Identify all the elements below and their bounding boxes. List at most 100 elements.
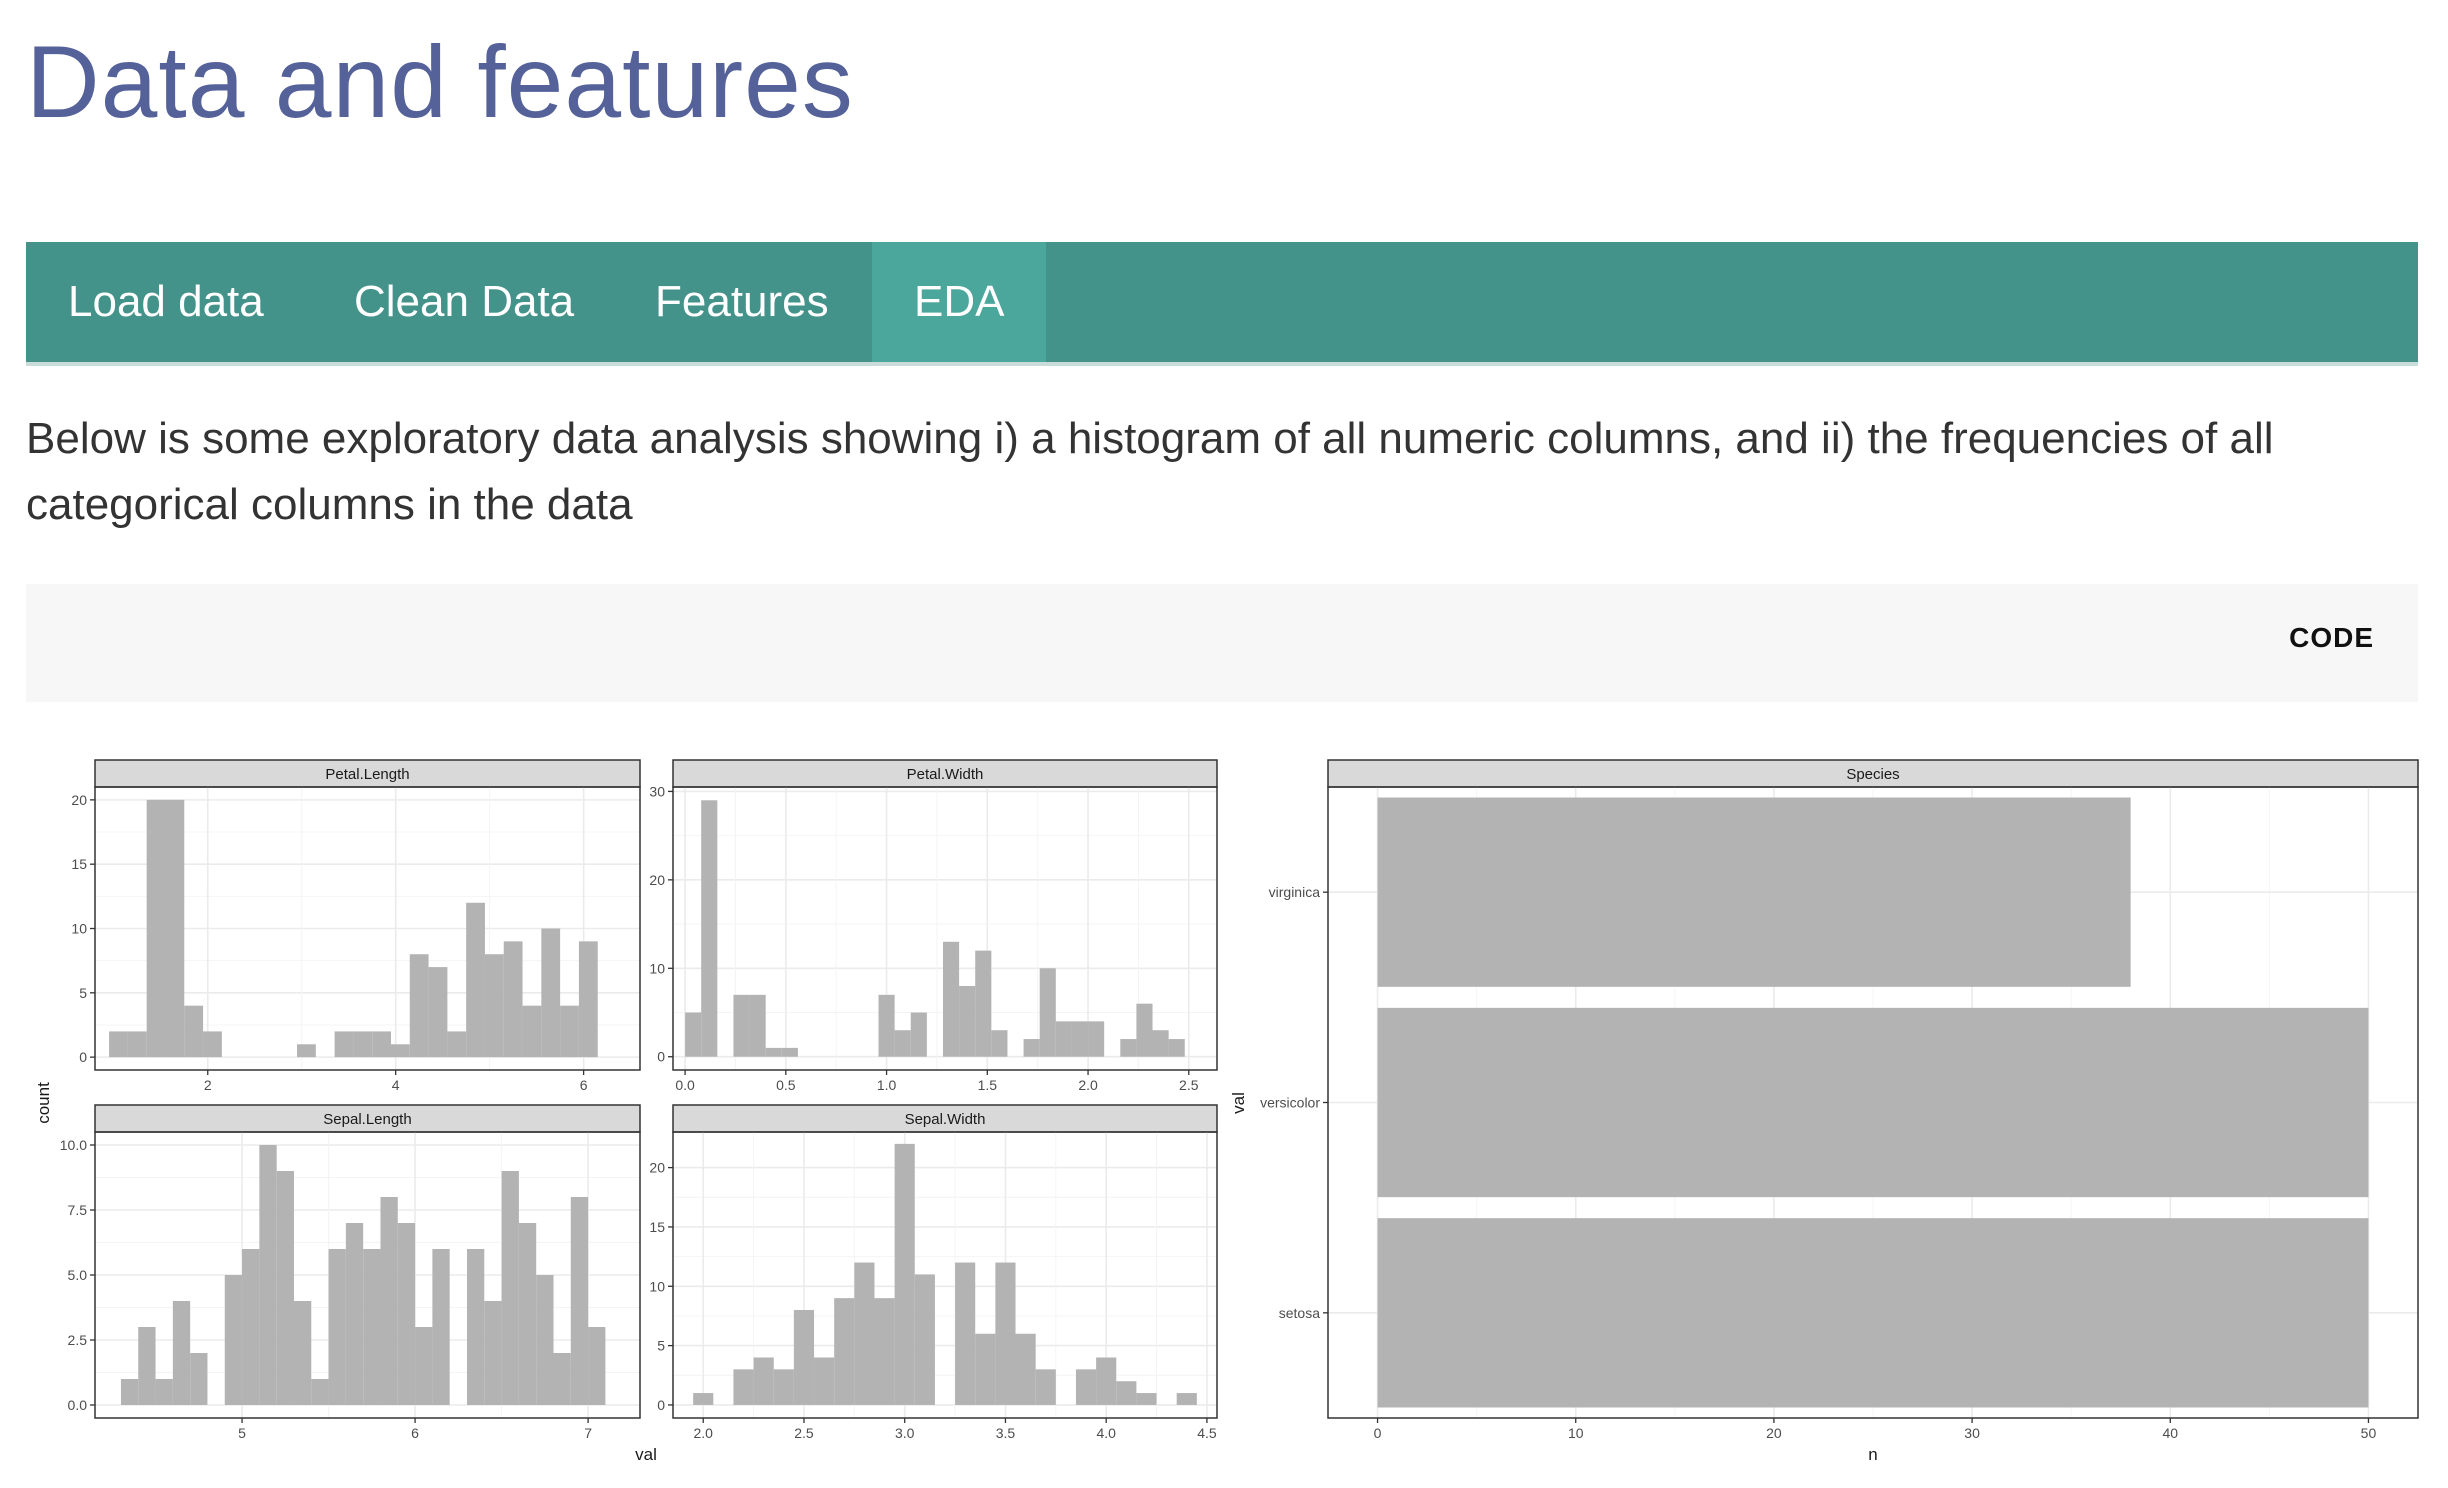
y-axis-title: count	[34, 1082, 53, 1124]
x-tick-label: 10	[1568, 1425, 1584, 1441]
facet-strip	[672, 1104, 1218, 1133]
y-tick-label: 0	[79, 1049, 87, 1065]
y-tick-label: 5.0	[68, 1267, 88, 1283]
histogram-bar	[894, 1143, 915, 1405]
y-tick-label: 2.5	[68, 1332, 88, 1348]
x-tick-label: 40	[2162, 1425, 2178, 1441]
histogram-bar	[242, 1249, 260, 1405]
histogram-bar	[1071, 1021, 1089, 1057]
histogram-bar	[570, 1197, 589, 1405]
facet-label: Petal.Length	[325, 766, 409, 783]
histogram-bar	[224, 1275, 243, 1405]
histogram-bar	[854, 1262, 875, 1405]
histogram-bar	[955, 1262, 976, 1405]
y-tick-label: 0	[657, 1397, 665, 1413]
histogram-bar	[501, 1171, 519, 1405]
facet-label: Species	[1846, 766, 1899, 783]
x-tick-label: 5	[238, 1425, 246, 1441]
x-tick-label: 50	[2361, 1425, 2377, 1441]
x-tick-label: 3.5	[996, 1425, 1016, 1441]
y-tick-label: 10.0	[60, 1137, 87, 1153]
y-tick-label: 15	[649, 1219, 665, 1235]
x-tick-label: 0.0	[675, 1077, 695, 1093]
histogram-bar	[1075, 1369, 1097, 1405]
histogram-bar	[959, 985, 976, 1057]
x-axis-title: n	[1868, 1445, 1877, 1464]
histogram-bar	[109, 1031, 128, 1058]
histogram-bar	[693, 1393, 714, 1405]
species-bar	[1377, 797, 2131, 987]
histogram-bar	[120, 1379, 139, 1405]
tab-load-data[interactable]: Load data	[68, 277, 264, 326]
histogram-bar	[409, 954, 429, 1058]
y-tick-label: 5	[657, 1338, 665, 1354]
histogram-bar	[138, 1327, 156, 1405]
histogram-bar	[155, 1379, 173, 1405]
y-tick-label: setosa	[1279, 1305, 1320, 1321]
histogram-bar	[184, 1005, 204, 1058]
y-tick-label: 30	[649, 783, 665, 799]
histogram-bar	[1136, 1003, 1153, 1057]
facet-label: Sepal.Length	[323, 1111, 411, 1128]
histogram-bar	[345, 1223, 364, 1405]
facet-label: Sepal.Width	[905, 1111, 986, 1128]
histogram-bar	[685, 1012, 702, 1057]
histogram-bar	[311, 1379, 329, 1405]
code-button[interactable]: CODE	[2289, 622, 2374, 653]
y-tick-label: 10	[649, 960, 665, 976]
x-tick-label: 2.0	[1078, 1077, 1098, 1093]
y-tick-label: 5	[79, 985, 87, 1001]
histogram-bar	[975, 1333, 996, 1405]
histogram-bar	[1023, 1039, 1040, 1057]
x-tick-label: 4.0	[1096, 1425, 1116, 1441]
facet-strip	[94, 759, 641, 788]
x-tick-label: 4	[392, 1077, 400, 1093]
facet-strip	[94, 1104, 641, 1133]
histogram-bar	[793, 1310, 815, 1405]
histogram-bar	[380, 1197, 398, 1405]
facet-strip	[672, 759, 1218, 788]
histogram-bar	[484, 954, 504, 1058]
histogram-bar	[190, 1353, 208, 1405]
histogram-bar	[975, 950, 992, 1057]
y-tick-label: 7.5	[68, 1202, 88, 1218]
intro-text: Below is some exploratory data analysis …	[26, 414, 2274, 529]
histogram-bar	[541, 928, 561, 1058]
histogram-bar	[814, 1357, 835, 1405]
facet-label: Petal.Width	[907, 766, 984, 783]
histogram-bar	[781, 1047, 798, 1057]
species-bar	[1377, 1218, 2369, 1408]
x-tick-label: 1.5	[978, 1077, 998, 1093]
tab-clean-data[interactable]: Clean Data	[354, 277, 575, 326]
navbar: Load data Clean Data Features EDA	[26, 242, 2418, 366]
histogram-bar	[1039, 968, 1056, 1057]
y-tick-label: 0.0	[68, 1397, 88, 1413]
x-tick-label: 30	[1964, 1425, 1980, 1441]
histogram-bar	[749, 994, 766, 1057]
histogram-bar	[276, 1171, 294, 1405]
histogram-bar	[297, 1044, 316, 1058]
tab-features[interactable]: Features	[655, 277, 829, 326]
x-tick-label: 2.5	[1179, 1077, 1199, 1093]
tab-eda[interactable]: EDA	[872, 242, 1047, 362]
histogram-bar	[553, 1353, 571, 1405]
y-tick-label: 20	[649, 872, 665, 888]
histogram-bar	[1035, 1369, 1056, 1405]
page-title: Data and features	[26, 25, 854, 139]
histogram-bar	[428, 967, 448, 1058]
histogram-bar	[733, 994, 750, 1057]
histogram-bar	[1152, 1030, 1169, 1057]
x-tick-label: 0.5	[776, 1077, 796, 1093]
code-toggle-bar: CODE	[26, 584, 2418, 702]
histogram-bar	[1096, 1357, 1117, 1405]
histogram-bar	[390, 1044, 410, 1058]
y-tick-label: 15	[71, 856, 87, 872]
histogram-bar	[293, 1301, 312, 1405]
histogram-bar	[372, 1031, 391, 1058]
panel-border	[1327, 786, 2419, 1419]
x-tick-label: 4.5	[1197, 1425, 1217, 1441]
histogram-bar	[172, 1301, 191, 1405]
histogram-bar	[1088, 1021, 1105, 1057]
species-bar	[1377, 1007, 2369, 1198]
